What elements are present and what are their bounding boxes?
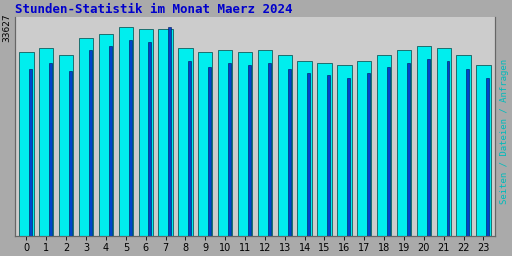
Bar: [307, 73, 310, 236]
Bar: [19, 52, 34, 236]
Bar: [278, 55, 292, 236]
Bar: [238, 52, 252, 236]
Bar: [258, 50, 272, 236]
Bar: [407, 63, 410, 236]
Bar: [69, 71, 72, 236]
Bar: [39, 48, 53, 236]
Bar: [148, 42, 152, 236]
Bar: [89, 50, 92, 236]
Bar: [466, 69, 470, 236]
Bar: [337, 65, 352, 236]
Bar: [268, 63, 271, 236]
Bar: [357, 61, 371, 236]
Bar: [79, 38, 93, 236]
Bar: [59, 55, 73, 236]
Bar: [317, 63, 332, 236]
Bar: [139, 29, 153, 236]
Bar: [228, 63, 231, 236]
Bar: [417, 46, 431, 236]
Bar: [49, 63, 52, 236]
Bar: [158, 29, 173, 236]
Bar: [178, 48, 193, 236]
Bar: [218, 50, 232, 236]
Bar: [29, 69, 32, 236]
Bar: [486, 78, 489, 236]
Bar: [188, 61, 191, 236]
Bar: [387, 67, 390, 236]
Bar: [476, 65, 490, 236]
Bar: [347, 78, 350, 236]
Bar: [129, 40, 132, 236]
Bar: [456, 55, 471, 236]
Bar: [109, 46, 112, 236]
Bar: [248, 65, 251, 236]
Bar: [426, 59, 430, 236]
Bar: [377, 55, 391, 236]
Bar: [208, 67, 211, 236]
Bar: [297, 61, 312, 236]
Bar: [446, 61, 450, 236]
Bar: [119, 27, 133, 236]
Text: Stunden-Statistik im Monat Maerz 2024: Stunden-Statistik im Monat Maerz 2024: [14, 3, 292, 16]
Bar: [168, 27, 172, 236]
Bar: [367, 73, 370, 236]
Bar: [397, 50, 411, 236]
Bar: [437, 48, 451, 236]
Bar: [99, 34, 113, 236]
Bar: [288, 69, 290, 236]
Bar: [327, 76, 330, 236]
Bar: [198, 52, 212, 236]
